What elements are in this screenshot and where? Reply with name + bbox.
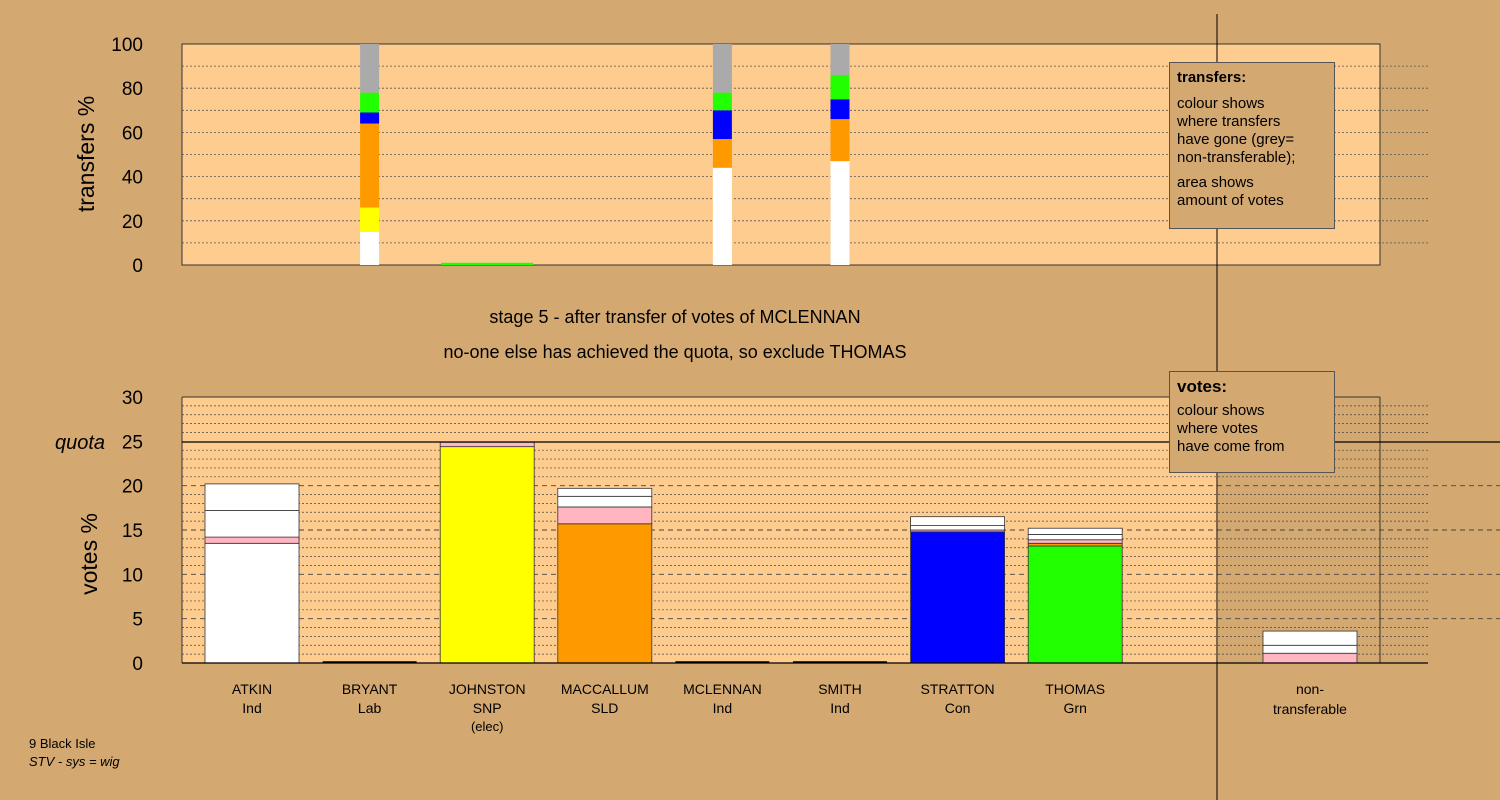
votes-y-tick-label: 25	[122, 432, 143, 453]
candidate-party: Ind	[242, 700, 261, 716]
candidate-party: Ind	[830, 700, 849, 716]
transfer-segment	[712, 167, 732, 265]
vote-segment	[204, 542, 300, 664]
vote-segment	[1027, 545, 1123, 664]
vote-segment	[1262, 644, 1358, 654]
transfer-segment	[830, 161, 850, 265]
votes-legend-title: votes:	[1177, 377, 1228, 396]
candidate-name: STRATTON	[921, 681, 995, 697]
transfers-legend-line: colour shows	[1177, 95, 1265, 112]
candidate-party: Con	[945, 700, 971, 716]
candidate-party: Lab	[358, 700, 382, 716]
transfer-segment	[360, 231, 380, 265]
vote-segment	[204, 536, 300, 544]
candidate-party: SNP	[473, 700, 502, 716]
transfer-segment	[360, 123, 380, 208]
transfer-segment	[360, 44, 380, 93]
vote-segment	[204, 510, 300, 538]
vote-segment	[439, 441, 535, 448]
transfers-legend-line: area shows	[1177, 174, 1254, 191]
nontransferable-label-line2: transferable	[1273, 701, 1347, 717]
transfer-segment	[712, 44, 732, 93]
transfer-segment	[830, 44, 850, 75]
candidate-name: SMITH	[818, 681, 862, 697]
transfers-y-ticks: 0 20 40 60 80 100	[111, 35, 143, 277]
candidate-name: JOHNSTON	[449, 681, 526, 697]
votes-gridlines	[182, 405, 1500, 655]
vote-segment	[910, 516, 1005, 526]
transfers-y-tick-label: 80	[122, 79, 143, 100]
transfers-bars	[360, 44, 850, 265]
candidate-name: BRYANT	[342, 681, 398, 697]
transfer-segment	[830, 99, 850, 120]
transfer-segment	[712, 92, 732, 111]
transfer-segment	[712, 139, 732, 168]
transfers-legend-line: have gone (grey=	[1177, 131, 1295, 148]
votes-y-ticks: 0 5 10 15 20 25 30	[122, 388, 143, 675]
vote-segment	[1027, 534, 1123, 541]
candidate-name: MCLENNAN	[683, 681, 762, 697]
vote-segment	[910, 525, 1005, 531]
votes-y-tick-label: 5	[132, 610, 143, 631]
candidate-name: THOMAS	[1045, 681, 1105, 697]
quota-label: quota	[55, 432, 105, 454]
transfers-y-tick-label: 40	[122, 168, 143, 189]
transfers-legend: transfers: colour shows where transfers …	[1169, 62, 1335, 229]
transfers-legend-line: non-transferable);	[1177, 149, 1296, 166]
votes-legend-line: where votes	[1177, 420, 1258, 437]
vote-segment	[1262, 652, 1358, 664]
transfers-y-tick-label: 20	[122, 212, 143, 233]
transfers-y-tick-label: 100	[111, 35, 143, 56]
footer-system: STV - sys = wig	[29, 754, 120, 769]
vote-segment	[1027, 539, 1123, 544]
candidate-note: (elec)	[471, 719, 504, 734]
votes-y-tick-label: 20	[122, 477, 143, 498]
votes-y-tick-label: 0	[132, 654, 143, 675]
transfer-segment	[712, 110, 732, 140]
vote-segment	[557, 495, 653, 508]
transfers-legend-line: amount of votes	[1177, 192, 1284, 209]
votes-bars	[204, 441, 1358, 664]
vote-segment	[557, 487, 653, 497]
candidate-party: Grn	[1064, 700, 1087, 716]
vote-segment	[557, 523, 653, 664]
vote-segment	[1262, 630, 1358, 646]
votes-legend: votes: colour shows where votes have com…	[1169, 371, 1335, 473]
votes-y-tick-label: 15	[122, 521, 143, 542]
transfer-segment	[360, 207, 380, 232]
vote-segment	[557, 506, 653, 525]
votes-y-axis-label: votes %	[76, 513, 102, 595]
votes-y-tick-label: 10	[122, 565, 143, 586]
stage-title: stage 5 - after transfer of votes of MCL…	[489, 307, 860, 327]
stage-subtitle: no-one else has achieved the quota, so e…	[444, 342, 907, 362]
candidate-name: MACCALLUM	[561, 681, 649, 697]
votes-legend-line: have come from	[1177, 438, 1285, 455]
transfer-segment	[830, 119, 850, 162]
votes-legend-line: colour shows	[1177, 402, 1265, 419]
transfer-segment	[830, 74, 850, 100]
footer-ward: 9 Black Isle	[29, 736, 96, 751]
candidate-party: Ind	[713, 700, 732, 716]
transfer-segment	[441, 262, 534, 265]
transfers-y-tick-label: 0	[132, 256, 143, 277]
votes-y-tick-label: 30	[122, 388, 143, 409]
vote-segment	[439, 446, 535, 664]
nontransferable-label-line1: non-	[1296, 681, 1324, 697]
transfers-legend-title: transfers:	[1177, 69, 1247, 86]
transfer-segment	[360, 112, 380, 124]
vote-segment	[910, 531, 1005, 664]
candidate-party: SLD	[591, 700, 618, 716]
vote-segment	[1027, 527, 1123, 535]
transfers-y-tick-label: 60	[122, 123, 143, 144]
transfers-y-axis-label: transfers %	[73, 96, 99, 212]
candidate-labels: ATKIN Ind BRYANT Lab JOHNSTON SNP (elec) MACCAL…	[232, 681, 1105, 734]
transfer-segment	[360, 92, 380, 113]
candidate-name: ATKIN	[232, 681, 272, 697]
transfers-legend-line: where transfers	[1177, 113, 1281, 130]
vote-segment	[204, 483, 300, 511]
